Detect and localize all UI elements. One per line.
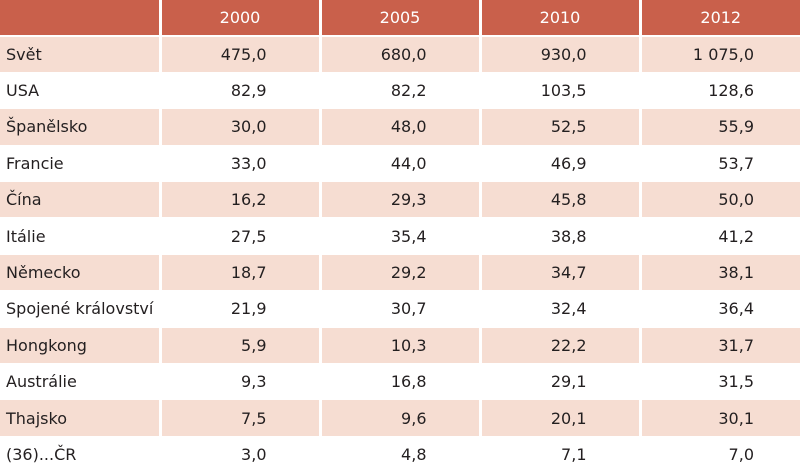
table-header: 2000 2005 2010 2012 — [0, 0, 800, 37]
value-cell-2012: 128,6 — [638, 72, 800, 110]
header-cell-2005: 2005 — [318, 0, 480, 37]
value-cell-2000: 27,5 — [158, 217, 320, 255]
value-cell-2012: 30,1 — [638, 399, 800, 437]
table-row: Německo 18,7 29,2 34,7 38,1 — [0, 254, 800, 292]
row-label: Thajsko — [0, 399, 160, 437]
value-cell-2010: 22,2 — [478, 327, 640, 365]
table-row: Čína 16,2 29,3 45,8 50,0 — [0, 181, 800, 219]
table-row: Francie 33,0 44,0 46,9 53,7 — [0, 145, 800, 183]
value-cell-2000: 5,9 — [158, 327, 320, 365]
value-cell-2000: 30,0 — [158, 108, 320, 146]
value-cell-2010: 34,7 — [478, 254, 640, 292]
row-label: Austrálie — [0, 363, 160, 401]
value-cell-2005: 44,0 — [318, 145, 480, 183]
value-cell-2012: 31,5 — [638, 363, 800, 401]
row-label: Svět — [0, 36, 160, 73]
row-label: Čína — [0, 181, 160, 219]
value-cell-2005: 82,2 — [318, 72, 480, 110]
header-cell-2010: 2010 — [478, 0, 640, 37]
header-cell-2012: 2012 — [638, 0, 800, 37]
value-cell-2012: 31,7 — [638, 327, 800, 365]
header-row: 2000 2005 2010 2012 — [0, 0, 800, 37]
value-cell-2010: 52,5 — [478, 108, 640, 146]
value-cell-2000: 3,0 — [158, 436, 320, 473]
value-cell-2005: 29,2 — [318, 254, 480, 292]
value-cell-2005: 4,8 — [318, 436, 480, 473]
row-label: Španělsko — [0, 108, 160, 146]
value-cell-2010: 7,1 — [478, 436, 640, 473]
row-label: USA — [0, 72, 160, 110]
value-cell-2000: 33,0 — [158, 145, 320, 183]
value-cell-2000: 16,2 — [158, 181, 320, 219]
value-cell-2012: 53,7 — [638, 145, 800, 183]
value-cell-2000: 82,9 — [158, 72, 320, 110]
value-cell-2010: 45,8 — [478, 181, 640, 219]
value-cell-2012: 36,4 — [638, 290, 800, 328]
table-row: Itálie 27,5 35,4 38,8 41,2 — [0, 217, 800, 255]
table-row: Thajsko 7,5 9,6 20,1 30,1 — [0, 399, 800, 437]
value-cell-2005: 30,7 — [318, 290, 480, 328]
value-cell-2000: 475,0 — [158, 36, 320, 73]
header-cell-label — [0, 0, 160, 37]
table-row: USA 82,9 82,2 103,5 128,6 — [0, 72, 800, 110]
value-cell-2010: 103,5 — [478, 72, 640, 110]
row-label: Itálie — [0, 217, 160, 255]
row-label: (36)...ČR — [0, 436, 160, 473]
row-label: Francie — [0, 145, 160, 183]
value-cell-2005: 16,8 — [318, 363, 480, 401]
value-cell-2012: 7,0 — [638, 436, 800, 473]
table-row: Svět 475,0 680,0 930,0 1 075,0 — [0, 36, 800, 73]
header-cell-2000: 2000 — [158, 0, 320, 37]
value-cell-2000: 7,5 — [158, 399, 320, 437]
table-row: Hongkong 5,9 10,3 22,2 31,7 — [0, 327, 800, 365]
row-label: Německo — [0, 254, 160, 292]
value-cell-2005: 29,3 — [318, 181, 480, 219]
value-cell-2000: 9,3 — [158, 363, 320, 401]
value-cell-2005: 680,0 — [318, 36, 480, 73]
value-cell-2005: 9,6 — [318, 399, 480, 437]
value-cell-2000: 18,7 — [158, 254, 320, 292]
value-cell-2010: 46,9 — [478, 145, 640, 183]
value-cell-2012: 55,9 — [638, 108, 800, 146]
value-cell-2012: 41,2 — [638, 217, 800, 255]
table-row: Austrálie 9,3 16,8 29,1 31,5 — [0, 363, 800, 401]
value-cell-2005: 35,4 — [318, 217, 480, 255]
value-cell-2012: 38,1 — [638, 254, 800, 292]
table-row: Spojené království 21,9 30,7 32,4 36,4 — [0, 290, 800, 328]
table-body: Svět 475,0 680,0 930,0 1 075,0 USA 82,9 82,2 103… — [0, 36, 800, 473]
value-cell-2005: 48,0 — [318, 108, 480, 146]
row-label: Spojené království — [0, 290, 160, 328]
row-label: Hongkong — [0, 327, 160, 365]
value-cell-2010: 20,1 — [478, 399, 640, 437]
value-cell-2010: 29,1 — [478, 363, 640, 401]
table-row: (36)...ČR 3,0 4,8 7,1 7,0 — [0, 436, 800, 473]
table-row: Španělsko 30,0 48,0 52,5 55,9 — [0, 108, 800, 146]
value-cell-2012: 1 075,0 — [638, 36, 800, 73]
value-cell-2010: 38,8 — [478, 217, 640, 255]
value-cell-2010: 930,0 — [478, 36, 640, 73]
value-cell-2010: 32,4 — [478, 290, 640, 328]
value-cell-2000: 21,9 — [158, 290, 320, 328]
value-cell-2012: 50,0 — [638, 181, 800, 219]
value-cell-2005: 10,3 — [318, 327, 480, 365]
